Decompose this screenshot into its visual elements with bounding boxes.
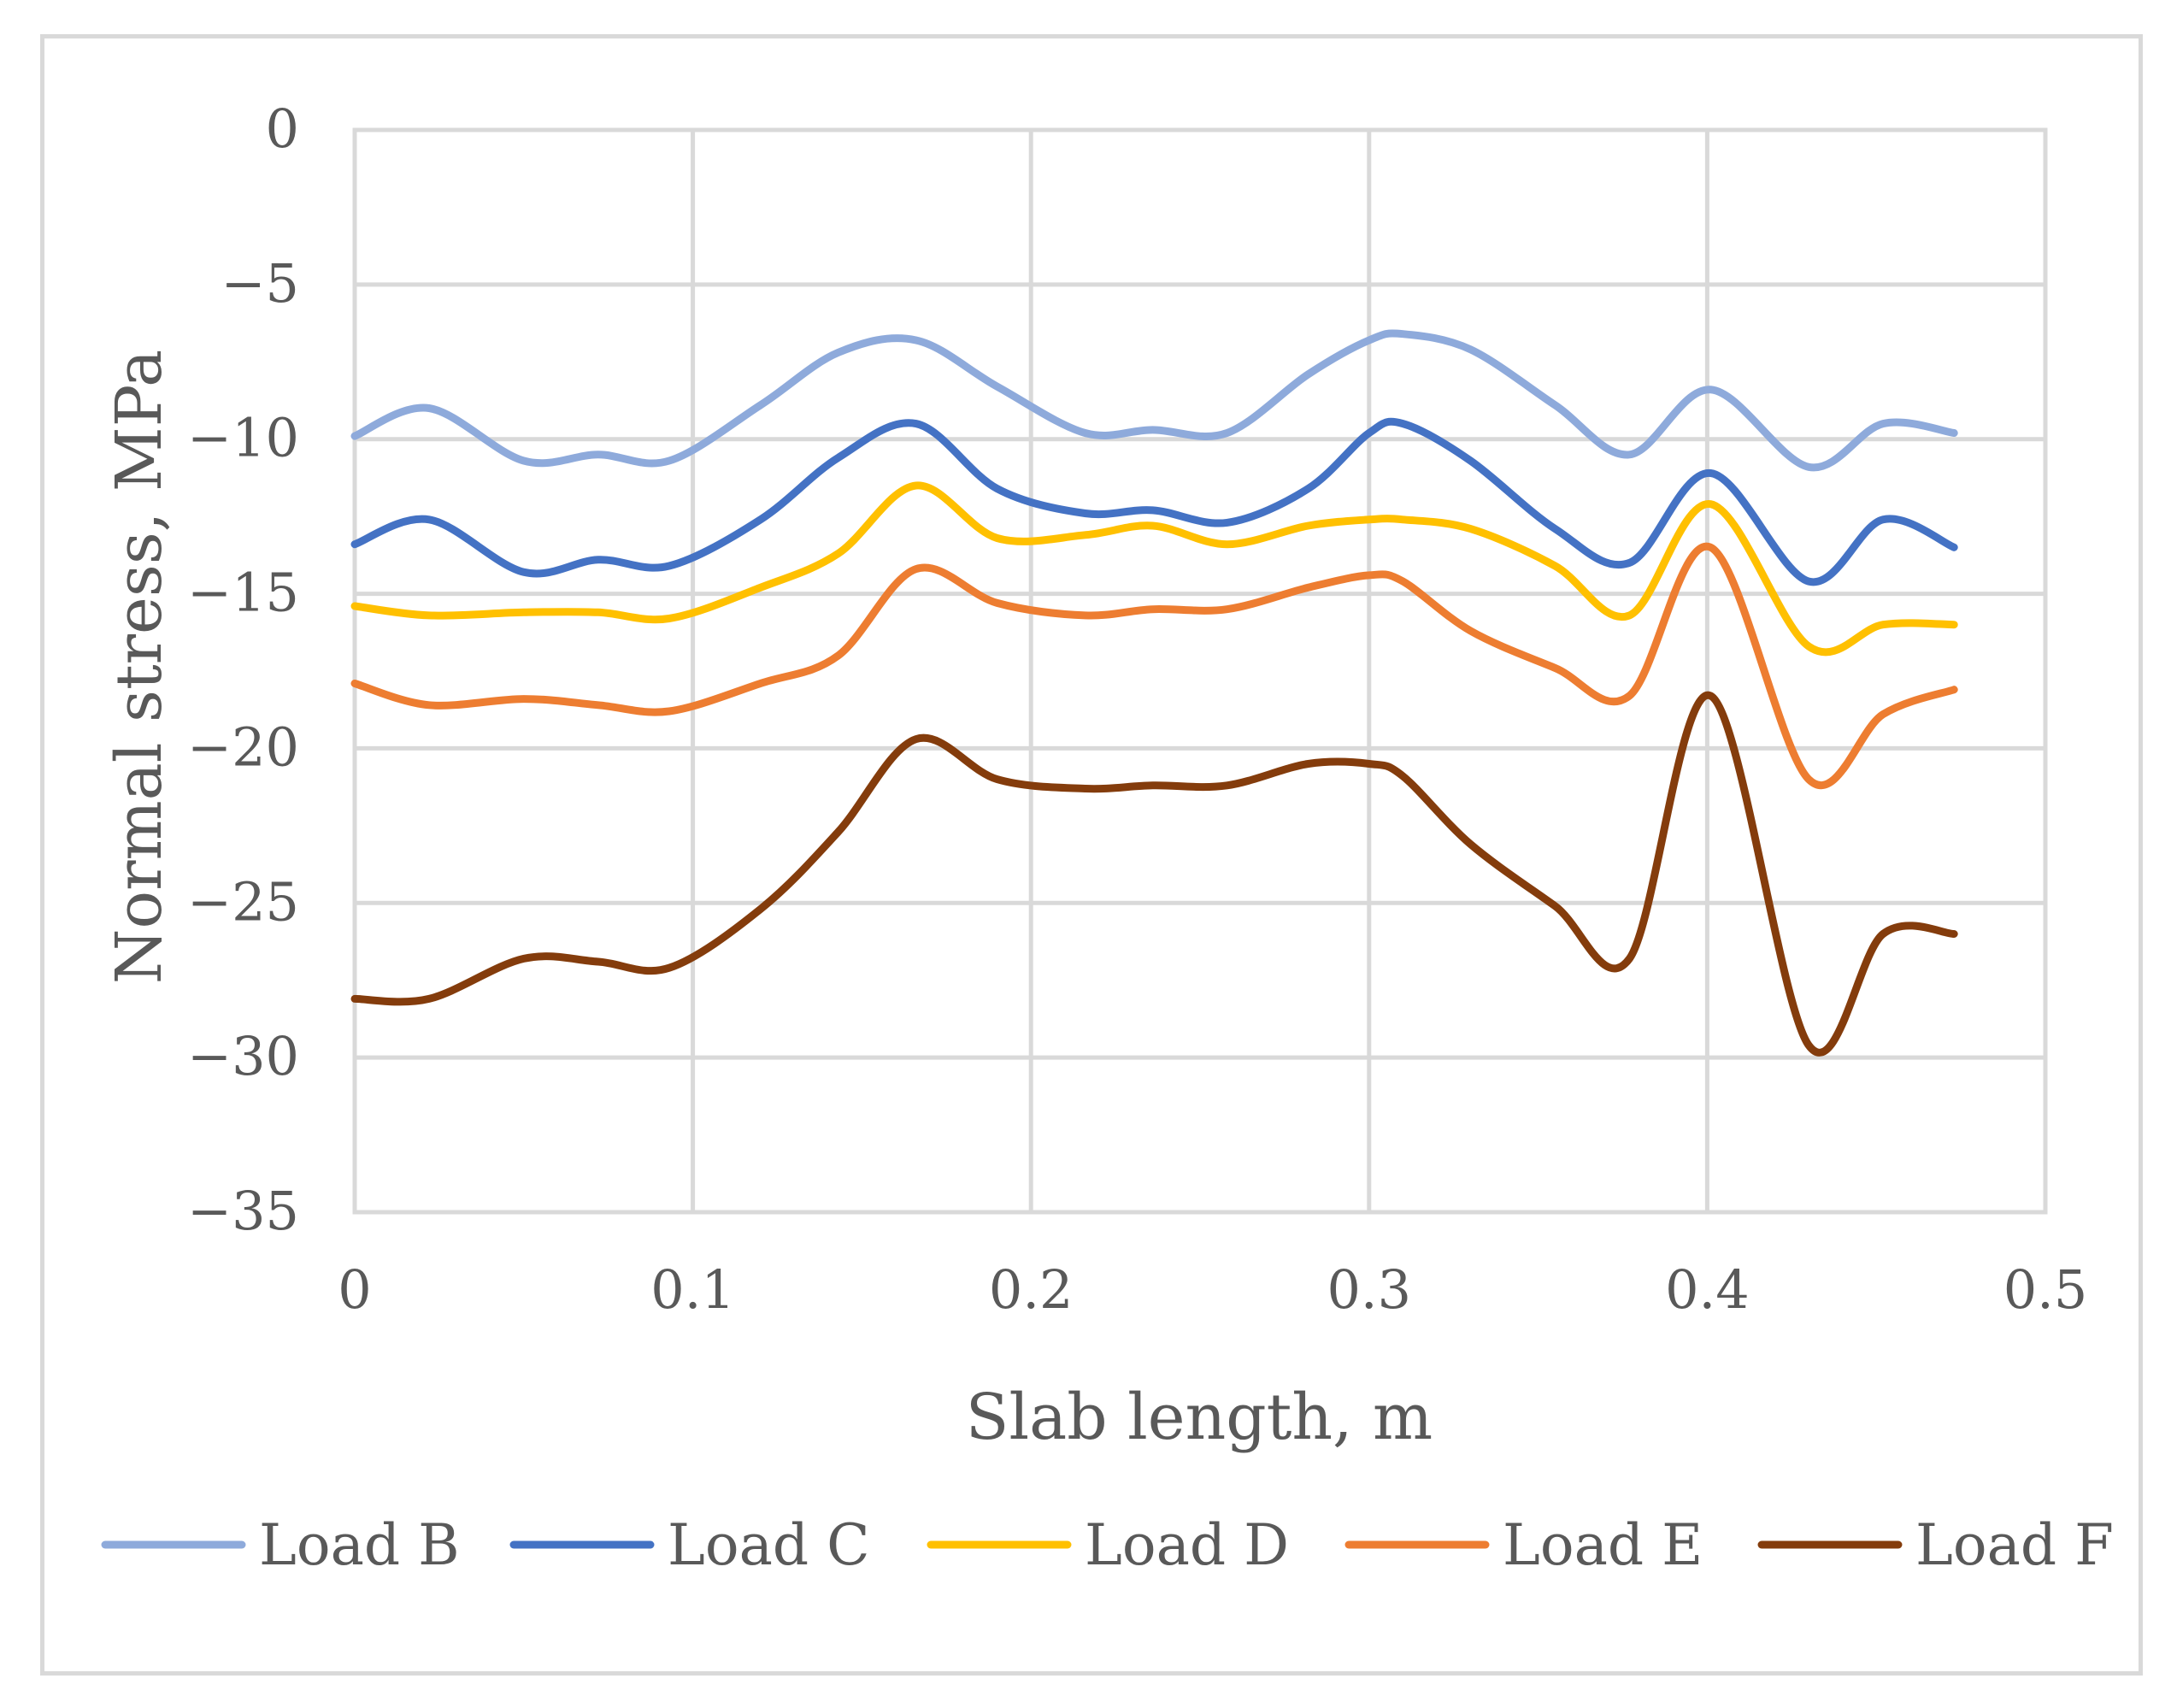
- x-axis-tick-labels: 0 0.1 0.2 0.3 0.4 0.5: [338, 1258, 2087, 1321]
- legend: Load B Load C Load D Load E Load F: [101, 1512, 2114, 1578]
- x-tick-label: 0.4: [1665, 1258, 1750, 1321]
- legend-label: Load F: [1915, 1512, 2114, 1578]
- series-line-load-c: [350, 417, 1958, 586]
- legend-item-load-b: Load B: [101, 1512, 460, 1578]
- y-axis-tick-labels: 0 −5 −10 −15 −20 −25 −30 −35: [187, 97, 299, 1242]
- y-tick-label: 0: [266, 97, 299, 160]
- legend-item-load-c: Load C: [509, 1512, 870, 1578]
- chart-frame: [40, 34, 2143, 1676]
- x-tick-label: 0: [338, 1258, 371, 1321]
- legend-label: Load C: [668, 1512, 870, 1578]
- legend-label: Load B: [259, 1512, 460, 1578]
- x-tick-label: 0.1: [650, 1258, 735, 1321]
- series-line-load-e: [350, 542, 1958, 790]
- y-tick-label: −5: [221, 252, 299, 315]
- x-tick-label: 0.3: [1327, 1258, 1411, 1321]
- legend-label: Load E: [1503, 1512, 1703, 1578]
- x-tick-label: 0.2: [989, 1258, 1074, 1321]
- y-tick-label: −10: [187, 407, 299, 469]
- plot-area-border: [352, 127, 2048, 1215]
- legend-label: Load D: [1085, 1512, 1289, 1578]
- x-tick-label: 0.5: [2003, 1258, 2088, 1321]
- legend-item-load-d: Load D: [927, 1512, 1289, 1578]
- data-series: [350, 329, 1958, 1057]
- y-tick-label: −15: [187, 562, 299, 624]
- legend-item-load-f: Load F: [1757, 1512, 2114, 1578]
- y-tick-label: −30: [187, 1025, 299, 1087]
- y-tick-label: −20: [187, 716, 299, 778]
- series-line-load-b: [350, 329, 1958, 472]
- y-axis-title: Normal stress, MPa: [103, 350, 176, 984]
- legend-item-load-e: Load E: [1344, 1512, 1703, 1578]
- series-line-load-d: [350, 481, 1958, 657]
- y-tick-label: −25: [187, 870, 299, 933]
- y-tick-label: −35: [187, 1180, 299, 1242]
- series-line-load-f: [350, 692, 1958, 1057]
- gridlines: [352, 127, 2048, 1215]
- x-axis-title: Slab length, m: [966, 1381, 1433, 1454]
